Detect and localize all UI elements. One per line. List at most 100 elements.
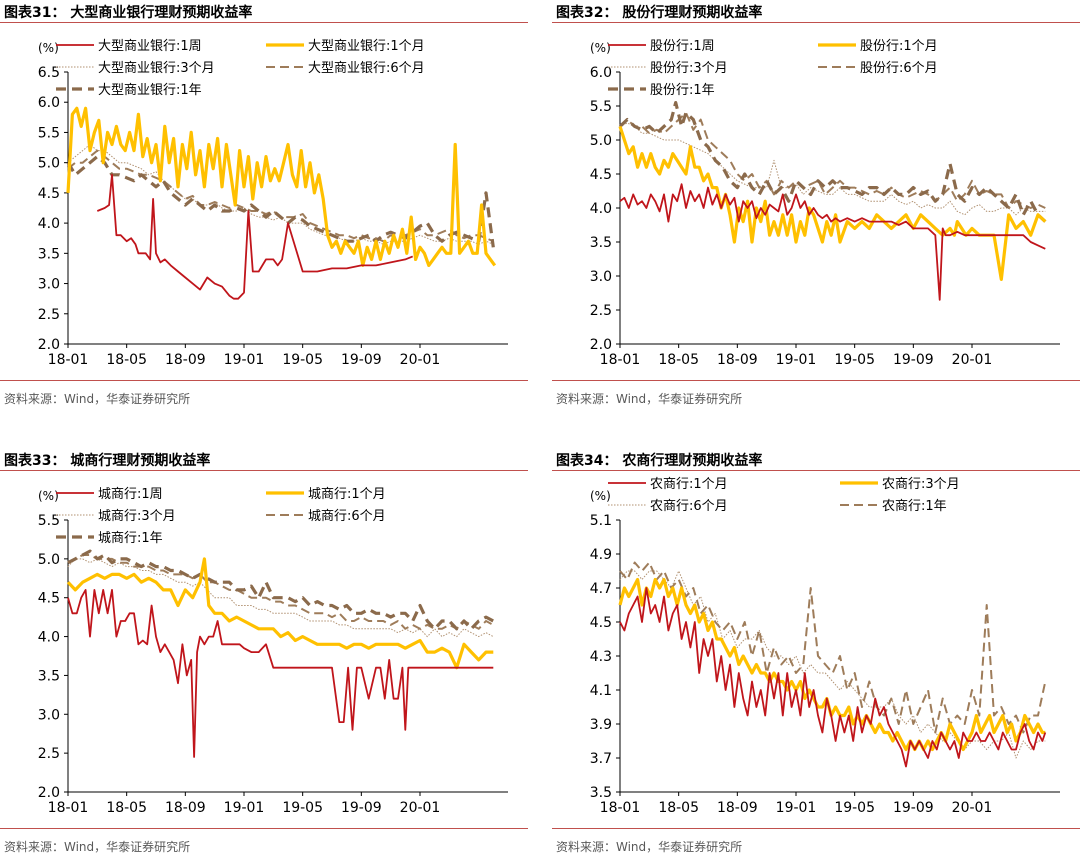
x-tick-label: 19-01 xyxy=(224,352,265,368)
chart-panel-32: 图表32： 股份行理财预期收益率 (%) 2.0 2.5 3.0 3.5 4.0 4.5 5.… xyxy=(552,0,1080,420)
legend-label: 城商行:1周 xyxy=(98,487,163,502)
x-tick-label: 18-09 xyxy=(717,352,758,368)
series-line xyxy=(619,183,1046,301)
legend-label: 城商行:6个月 xyxy=(308,509,386,524)
y-tick-label: 4.5 xyxy=(590,615,612,631)
series-line xyxy=(67,144,494,245)
y-tick-label: 4.5 xyxy=(38,591,60,607)
y-tick-label: 3.9 xyxy=(590,717,612,733)
chart-title: 图表33： 城商行理财预期收益率 xyxy=(4,453,211,469)
source-note: 资料来源：Wind，华泰证券研究所 xyxy=(4,840,191,854)
legend-label: 股份行:1个月 xyxy=(860,39,938,54)
chart-panel-34: 图表34： 农商行理财预期收益率 (%) 3.5 3.7 3.9 4.1 4.3 4.5 4.… xyxy=(552,448,1080,868)
source-rule xyxy=(0,380,528,381)
title-rule xyxy=(0,22,528,23)
y-tick-label: 6.5 xyxy=(38,65,60,81)
series-line xyxy=(96,173,414,300)
x-tick-label: 19-05 xyxy=(834,352,875,368)
x-tick-label: 18-01 xyxy=(600,352,641,368)
y-tick-label: 4.5 xyxy=(590,167,612,183)
series-line xyxy=(619,122,1046,216)
series-line xyxy=(618,125,1047,281)
x-tick-label: 20-01 xyxy=(952,352,993,368)
series-line xyxy=(67,549,495,631)
y-tick-label: 3.5 xyxy=(38,668,60,684)
y-axis-unit-label: (%) xyxy=(38,41,59,55)
series-line xyxy=(66,106,497,267)
y-tick-label: 2.5 xyxy=(38,307,60,323)
y-tick-label: 4.0 xyxy=(38,216,60,232)
y-tick-label: 2.5 xyxy=(38,746,60,762)
legend-label: 大型商业银行:1周 xyxy=(98,39,202,54)
y-tick-label: 4.0 xyxy=(38,630,60,646)
y-tick-label: 3.7 xyxy=(590,751,612,767)
y-tick-label: 6.0 xyxy=(38,95,60,111)
y-tick-label: 4.9 xyxy=(590,547,612,563)
legend-label: 城商行:3个月 xyxy=(98,509,176,524)
x-tick-label: 19-09 xyxy=(893,352,934,368)
source-note: 资料来源：Wind，华泰证券研究所 xyxy=(556,392,743,406)
series-line xyxy=(66,557,494,670)
legend-label: 农商行:6个月 xyxy=(650,499,728,514)
chart-panel-31: 图表31： 大型商业银行理财预期收益率 (%) 2.0 2.5 3.0 3.5 4.0 4.… xyxy=(0,0,536,420)
x-tick-label: 20-01 xyxy=(400,352,441,368)
x-tick-label: 18-09 xyxy=(165,800,206,816)
y-tick-label: 4.7 xyxy=(590,581,612,597)
y-tick-label: 3.0 xyxy=(38,707,60,723)
legend-label: 大型商业银行:3个月 xyxy=(98,61,215,76)
title-rule xyxy=(552,470,1080,471)
x-tick-label: 19-09 xyxy=(341,352,382,368)
x-tick-label: 18-01 xyxy=(600,800,641,816)
y-tick-label: 2.0 xyxy=(590,337,612,353)
chart-title: 图表32： 股份行理财预期收益率 xyxy=(556,5,763,21)
y-tick-label: 2.0 xyxy=(38,785,60,801)
x-tick-label: 19-01 xyxy=(776,800,817,816)
legend-label: 股份行:1年 xyxy=(650,83,715,98)
x-tick-label: 18-01 xyxy=(48,800,89,816)
y-tick-label: 2.5 xyxy=(590,303,612,319)
legend-label: 大型商业银行:1个月 xyxy=(308,39,425,54)
y-tick-label: 3.5 xyxy=(590,235,612,251)
legend-label: 大型商业银行:6个月 xyxy=(308,61,425,76)
y-tick-label: 5.0 xyxy=(590,133,612,149)
legend-label: 股份行:3个月 xyxy=(650,61,728,76)
legend-label: 股份行:6个月 xyxy=(860,61,938,76)
y-tick-label: 5.0 xyxy=(38,552,60,568)
legend-label: 农商行:1个月 xyxy=(650,477,728,492)
legend-label: 城商行:1个月 xyxy=(308,487,386,502)
x-tick-label: 19-01 xyxy=(776,352,817,368)
chart-panel-33: 图表33： 城商行理财预期收益率 (%) 2.0 2.5 3.0 3.5 4.0 4.5 5.… xyxy=(0,448,536,868)
y-tick-label: 3.5 xyxy=(38,246,60,262)
y-tick-label: 5.5 xyxy=(38,125,60,141)
y-tick-label: 4.1 xyxy=(590,683,612,699)
y-tick-label: 6.0 xyxy=(590,65,612,81)
x-tick-label: 19-09 xyxy=(341,800,382,816)
source-note: 资料来源：Wind，华泰证券研究所 xyxy=(556,840,743,854)
source-rule xyxy=(0,828,528,829)
chart-title: 图表34： 农商行理财预期收益率 xyxy=(556,453,763,469)
y-tick-label: 2.0 xyxy=(38,337,60,353)
y-axis-unit-label: (%) xyxy=(590,489,611,503)
line-chart: (%) 3.5 3.7 3.9 4.1 4.3 4.5 4.7 4.9 5.1 18-01 18-05… xyxy=(590,477,1060,816)
x-tick-label: 20-01 xyxy=(952,800,993,816)
y-tick-label: 3.0 xyxy=(38,277,60,293)
x-tick-label: 20-01 xyxy=(400,800,441,816)
x-tick-label: 18-01 xyxy=(48,352,89,368)
y-tick-label: 5.5 xyxy=(590,99,612,115)
x-tick-label: 18-05 xyxy=(106,352,147,368)
series-line xyxy=(66,155,495,248)
source-rule xyxy=(552,380,1080,381)
chart-title: 图表31： 大型商业银行理财预期收益率 xyxy=(4,5,253,21)
line-chart: (%) 2.0 2.5 3.0 3.5 4.0 4.5 5.0 5.5 6.0 18-01 18-05… xyxy=(590,39,1060,368)
x-tick-label: 18-05 xyxy=(658,352,699,368)
y-tick-label: 5.5 xyxy=(38,513,60,529)
series-line xyxy=(619,561,1047,734)
line-chart: (%) 2.0 2.5 3.0 3.5 4.0 4.5 5.0 5.5 18-01 18-05 18-… xyxy=(38,487,508,816)
y-tick-label: 4.3 xyxy=(590,649,612,665)
legend-label: 农商行:3个月 xyxy=(882,477,960,492)
x-tick-label: 19-05 xyxy=(834,800,875,816)
x-tick-label: 18-09 xyxy=(717,800,758,816)
legend-label: 农商行:1年 xyxy=(882,499,947,514)
series-line xyxy=(618,577,1046,752)
series-line xyxy=(619,570,1046,759)
